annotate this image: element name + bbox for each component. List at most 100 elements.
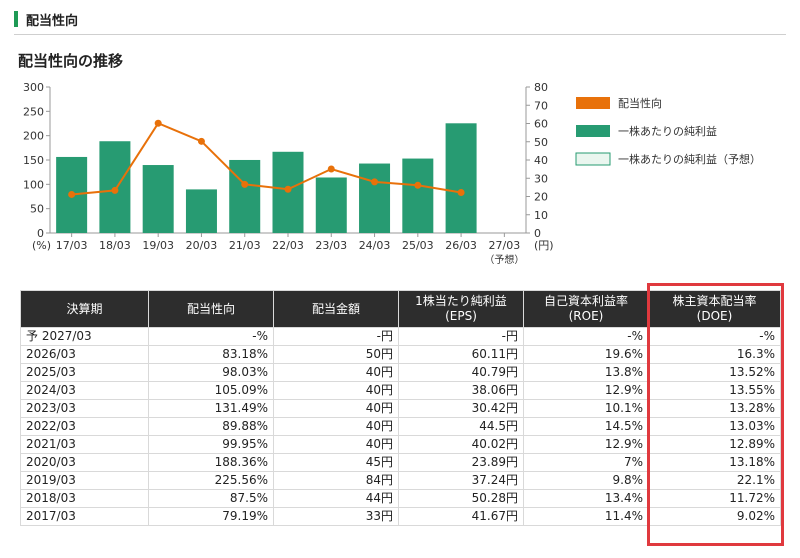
value-cell: 83.18% (148, 345, 274, 364)
table-header-cell: 配当性向 (148, 290, 274, 328)
line-point (327, 165, 335, 173)
section-header: 配当性向 (14, 8, 786, 35)
value-cell: 40円 (273, 417, 399, 436)
value-cell: 13.8% (523, 363, 649, 382)
value-cell: 33円 (273, 507, 399, 526)
table-header-cell: 決算期 (20, 290, 149, 328)
right-axis-unit: (円) (534, 239, 554, 252)
value-cell: 13.4% (523, 489, 649, 508)
value-cell: 50.28円 (398, 489, 524, 508)
value-cell: 40.79円 (398, 363, 524, 382)
value-cell: 87.5% (148, 489, 274, 508)
x-tick-label: 19/03 (142, 239, 174, 252)
value-cell: 14.5% (523, 417, 649, 436)
dividend-chart: 0 50 100 150 200 250 300 0 10 20 30 40 50 60 70 80 (%) (円… (23, 81, 761, 266)
bar (185, 189, 217, 233)
line-point (154, 119, 162, 127)
payout-ratio-line (71, 121, 462, 196)
left-tick-label: 300 (23, 81, 44, 94)
table-row: 2019/03 225.56% 84円 37.24円 9.8% 22.1% (20, 471, 781, 490)
legend-swatch (575, 152, 611, 166)
legend-label: 一株あたりの純利益（予想） (618, 152, 761, 166)
period-cell: 2022/03 (20, 417, 149, 436)
left-tick-label: 150 (23, 154, 44, 167)
left-tick-label: 250 (23, 105, 44, 118)
right-tick-label: 20 (534, 191, 548, 204)
table-row: 2018/03 87.5% 44円 50.28円 13.4% 11.72% (20, 489, 781, 508)
x-tick-label: 25/03 (402, 239, 434, 252)
value-cell: 13.18% (648, 453, 781, 472)
right-tick-label: 50 (534, 136, 548, 149)
value-cell: 13.28% (648, 399, 781, 418)
bar (402, 158, 434, 233)
value-cell: 7% (523, 453, 649, 472)
x-tick-sublabel: （予想） (484, 253, 524, 266)
value-cell: -円 (398, 327, 524, 346)
value-cell: 40円 (273, 399, 399, 418)
x-tick-label: 26/03 (445, 239, 477, 252)
value-cell: 60.11円 (398, 345, 524, 364)
bar (315, 177, 347, 233)
table-header-cell: 配当金額 (273, 290, 399, 328)
table-row: 予 2027/03 -% -円 -円 -% -% (20, 327, 781, 346)
period-cell: 2020/03 (20, 453, 149, 472)
period-cell: 2021/03 (20, 435, 149, 454)
value-cell: 84円 (273, 471, 399, 490)
table-body: 予 2027/03 -% -円 -円 -% -% 2026/03 83.18% 50円 60.11… (20, 327, 781, 526)
line-point (197, 137, 205, 145)
period-cell: 2019/03 (20, 471, 149, 490)
value-cell: 99.95% (148, 435, 274, 454)
legend-swatch (576, 125, 610, 137)
value-cell: 16.3% (648, 345, 781, 364)
period-cell: 2025/03 (20, 363, 149, 382)
table-row: 2025/03 98.03% 40円 40.79円 13.8% 13.52% (20, 363, 781, 382)
value-cell: 45円 (273, 453, 399, 472)
value-cell: 23.89円 (398, 453, 524, 472)
value-cell: -円 (273, 327, 399, 346)
left-tick-label: 0 (37, 227, 44, 240)
table-row: 2017/03 79.19% 33円 41.67円 11.4% 9.02% (20, 507, 781, 526)
x-tick-label: 20/03 (186, 239, 218, 252)
value-cell: -% (648, 327, 781, 346)
period-cell: 2023/03 (20, 399, 149, 418)
value-cell: 38.06円 (398, 381, 524, 400)
value-cell: 40円 (273, 381, 399, 400)
value-cell: 131.49% (148, 399, 274, 418)
table-row: 2024/03 105.09% 40円 38.06円 12.9% 13.55% (20, 381, 781, 400)
value-cell: 19.6% (523, 345, 649, 364)
table-row: 2022/03 89.88% 40円 44.5円 14.5% 13.03% (20, 417, 781, 436)
line-point (111, 186, 119, 194)
chart-title: 配当性向の推移 (18, 52, 124, 70)
table-header-cell: 1株当たり純利益 (EPS) (398, 290, 524, 328)
section-title: 配当性向 (26, 14, 79, 29)
bar (359, 163, 391, 233)
table-row: 2023/03 131.49% 40円 30.42円 10.1% 13.28% (20, 399, 781, 418)
left-tick-label: 200 (23, 130, 44, 143)
value-cell: 12.9% (523, 435, 649, 454)
value-cell: 11.4% (523, 507, 649, 526)
legend-label: 一株あたりの純利益 (618, 124, 717, 138)
period-cell: 予 2027/03 (20, 327, 149, 346)
x-tick-label: 18/03 (99, 239, 131, 252)
value-cell: 30.42円 (398, 399, 524, 418)
right-tick-label: 0 (534, 227, 541, 240)
value-cell: 10.1% (523, 399, 649, 418)
period-cell: 2024/03 (20, 381, 149, 400)
value-cell: 40円 (273, 435, 399, 454)
period-cell: 2017/03 (20, 507, 149, 526)
value-cell: 44.5円 (398, 417, 524, 436)
x-tick-label: 17/03 (56, 239, 88, 252)
x-tick-label: 24/03 (359, 239, 391, 252)
table-header-row: 決算期 配当性向 配当金額 1株当たり純利益 (EPS) 自己資本利益率 (ROE) 株主資本… (20, 290, 781, 328)
value-cell: 44円 (273, 489, 399, 508)
value-cell: 40.02円 (398, 435, 524, 454)
table-header-cell: 株主資本配当率 (DOE) (648, 290, 781, 328)
value-cell: 13.03% (648, 417, 781, 436)
right-tick-label: 40 (534, 154, 548, 167)
value-cell: 50円 (273, 345, 399, 364)
table-row: 2021/03 99.95% 40円 40.02円 12.9% 12.89% (20, 435, 781, 454)
line-point (414, 181, 422, 189)
value-cell: 105.09% (148, 381, 274, 400)
legend-label: 配当性向 (618, 96, 662, 110)
value-cell: -% (148, 327, 274, 346)
